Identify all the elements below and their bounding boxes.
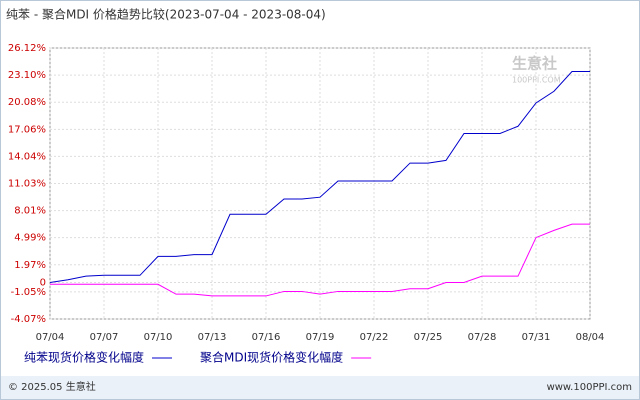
legend-label: 纯苯现货价格变化幅度 xyxy=(24,350,144,365)
y-tick-label: 11.03% xyxy=(8,178,46,189)
y-tick-label: 8.01% xyxy=(14,206,46,217)
y-tick-label: 17.06% xyxy=(8,124,46,135)
y-tick-label: -1.05% xyxy=(11,287,46,298)
x-tick-label: 07/25 xyxy=(414,332,443,343)
x-tick-label: 07/28 xyxy=(468,332,497,343)
x-tick-label: 07/19 xyxy=(306,332,335,343)
x-tick-label: 07/31 xyxy=(522,332,551,343)
footer-site: www.100PPI.com xyxy=(547,382,632,393)
x-tick-label: 07/22 xyxy=(360,332,389,343)
y-tick-label: -4.07% xyxy=(11,314,46,325)
legend-label: 聚合MDI现货价格变化幅度 xyxy=(200,350,343,365)
watermark-name: 生意社 xyxy=(512,55,557,73)
series-line xyxy=(49,71,590,283)
y-tick-label: 14.04% xyxy=(8,151,46,162)
y-tick-label: 23.10% xyxy=(8,70,46,81)
chart-title: 纯苯 - 聚合MDI 价格趋势比较(2023-07-04 - 2023-08-0… xyxy=(6,7,326,22)
y-tick-label: 1.97% xyxy=(14,260,46,271)
y-tick-label: 20.08% xyxy=(8,97,46,108)
y-tick-label: 0 xyxy=(40,277,46,288)
x-tick-label: 08/04 xyxy=(576,332,605,343)
x-tick-label: 07/04 xyxy=(36,332,65,343)
x-tick-label: 07/07 xyxy=(90,332,119,343)
footer-bar xyxy=(1,376,639,399)
x-tick-label: 07/10 xyxy=(144,332,173,343)
series-line xyxy=(50,223,590,297)
footer-copyright: © 2025.05 生意社 xyxy=(8,380,96,393)
x-tick-label: 07/13 xyxy=(198,332,227,343)
y-tick-label: 26.12% xyxy=(8,43,46,54)
x-tick-label: 07/16 xyxy=(252,332,281,343)
y-tick-label: 4.99% xyxy=(14,233,46,244)
